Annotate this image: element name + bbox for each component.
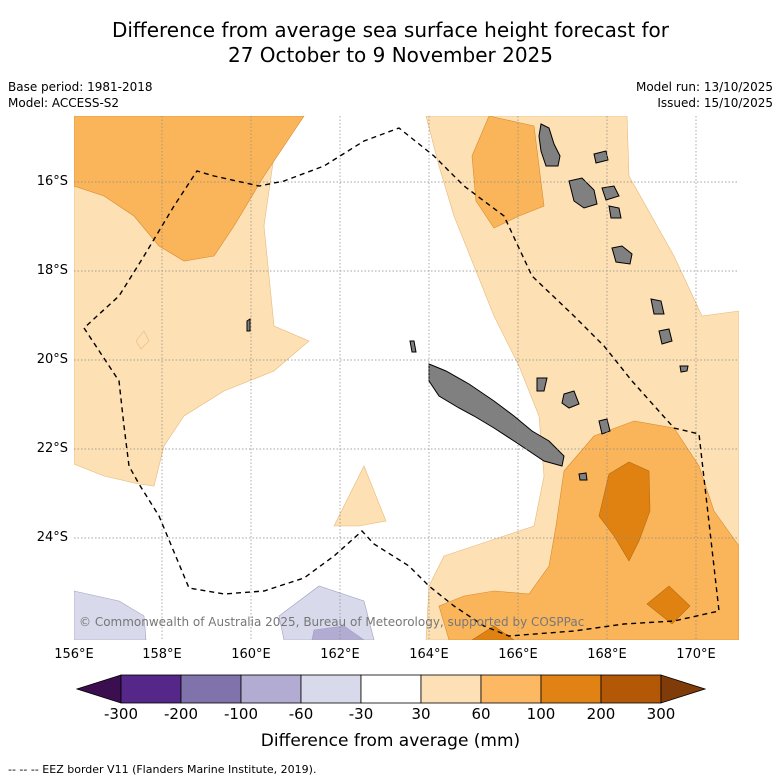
lon-label-162e: 162°E: [320, 647, 360, 662]
eez-border: [83, 127, 720, 637]
colorbar-tick-label: 60: [471, 705, 491, 723]
lon-label-166e: 166°E: [498, 647, 538, 662]
colorbar-segment: [420, 674, 482, 704]
colorbar-tick-label: -300: [103, 705, 139, 723]
colorbar-extend-high: [660, 674, 706, 704]
colorbar-tick-label: -30: [348, 705, 374, 723]
meta-left: Base period: 1981-2018 Model: ACCESS-S2: [8, 79, 153, 111]
lon-label-158e: 158°E: [142, 647, 182, 662]
anomaly-band-negative: [74, 585, 375, 640]
colorbar-tick-label: 30: [411, 705, 431, 723]
gridlines: [74, 116, 739, 640]
colorbar-tick-label: 300: [646, 705, 676, 723]
lat-label-22s: 22°S: [36, 441, 68, 456]
anomaly-band-100-200: [471, 461, 691, 640]
eez-legend-note: -- -- -- EEZ border V11 (Flanders Marine…: [8, 763, 317, 776]
model-run: Model run: 13/10/2025: [635, 80, 773, 94]
issued-date: Issued: 15/10/2025: [657, 96, 773, 110]
lon-label-164e: 164°E: [409, 647, 449, 662]
colorbar-segments: [76, 674, 706, 704]
lat-label-18s: 18°S: [36, 263, 68, 278]
sea-height-map: [74, 116, 739, 640]
colorbar-segment: [240, 674, 302, 704]
land-masses: [246, 123, 689, 481]
model-name: Model: ACCESS-S2: [8, 96, 120, 110]
colorbar-segment: [480, 674, 542, 704]
colorbar: [76, 674, 706, 704]
mare-island: [598, 418, 611, 435]
malekula-island: [568, 177, 598, 209]
colorbar-tick-label: 100: [526, 705, 556, 723]
title-line-2: 27 October to 9 November 2025: [227, 43, 554, 67]
colorbar-segment: [180, 674, 242, 704]
colorbar-label: Difference from average (mm): [260, 731, 521, 751]
efate-island: [611, 245, 633, 265]
new-caledonia-main-island: [428, 363, 565, 467]
colorbar-segment: [300, 674, 362, 704]
title-line-1: Difference from average sea surface heig…: [111, 18, 670, 42]
colorbar-tick-label: -100: [223, 705, 259, 723]
lat-label-24s: 24°S: [36, 530, 68, 545]
colorbar-tick-label: -200: [163, 705, 199, 723]
shallow-bank-patch: [333, 465, 387, 527]
colorbar-tick-label: -60: [288, 705, 314, 723]
base-period: Base period: 1981-2018: [8, 80, 153, 94]
colorbar-segment: [540, 674, 602, 704]
espiritu-santo-island: [538, 123, 561, 167]
lon-label-160e: 160°E: [231, 647, 271, 662]
lat-label-16s: 16°S: [36, 174, 68, 189]
map-title: Difference from average sea surface heig…: [0, 18, 781, 68]
lon-label-156e: 156°E: [54, 647, 94, 662]
map-credit: © Commonwealth of Australia 2025, Bureau…: [79, 615, 585, 629]
colorbar-segment: [600, 674, 662, 704]
colorbar-segment: [360, 674, 422, 704]
anomaly-band-60-100: [74, 116, 739, 640]
lifou-island: [561, 390, 580, 409]
lon-label-170e: 170°E: [676, 647, 716, 662]
colorbar-segment: [120, 674, 182, 704]
colorbar-tick-label: 200: [586, 705, 616, 723]
colorbar-extend-low: [76, 674, 122, 704]
lat-label-20s: 20°S: [36, 352, 68, 367]
meta-right: Model run: 13/10/2025 Issued: 15/10/2025: [636, 79, 773, 111]
lon-label-168e: 168°E: [587, 647, 627, 662]
